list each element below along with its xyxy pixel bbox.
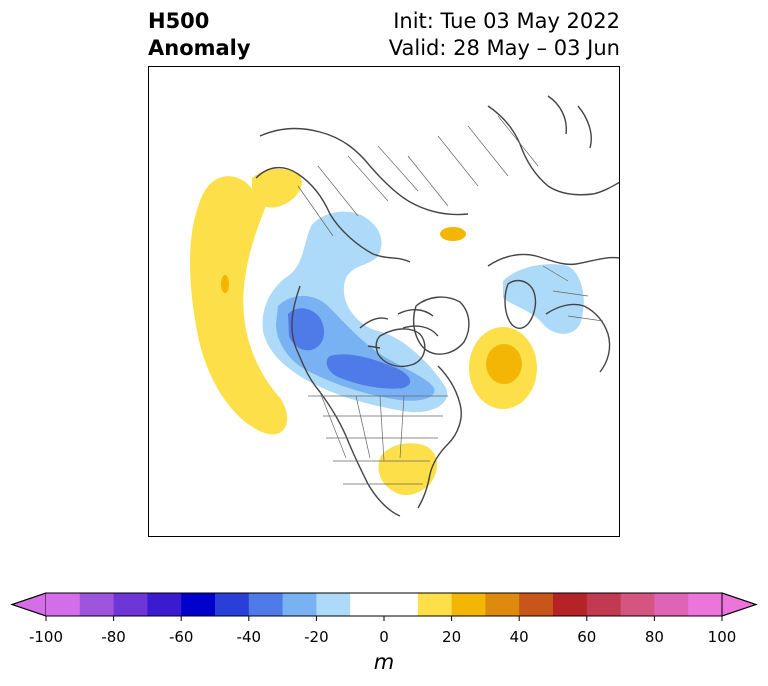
colorbar-cell xyxy=(215,593,250,616)
title-field: H500 xyxy=(148,9,210,33)
colorbar-cells xyxy=(10,592,758,617)
colorbar-cell xyxy=(553,593,588,616)
colorbar-cell xyxy=(248,593,284,616)
colorbar-tick-label: -60 xyxy=(169,628,194,646)
positive-anomaly-atlantic-core xyxy=(486,344,522,384)
colorbar-cell xyxy=(519,593,554,616)
colorbar-tick-label: -40 xyxy=(237,628,262,646)
colorbar-cell xyxy=(688,593,723,616)
coastline-arctic-islands xyxy=(359,309,439,349)
coastline-europe xyxy=(545,303,611,373)
coastlines xyxy=(255,95,620,517)
negative-anomaly-core xyxy=(288,308,325,351)
colorbar-tick-label: 20 xyxy=(442,628,461,646)
colorbar-tick-label: 100 xyxy=(708,628,737,646)
colorbar-extend-max xyxy=(721,592,758,617)
title-right: Init: Tue 03 May 2022 Valid: 28 May – 03… xyxy=(389,8,620,62)
colorbar-cell xyxy=(282,593,317,616)
colorbar-tick-label: 60 xyxy=(577,628,596,646)
coastline-east-asia xyxy=(487,105,620,196)
colorbar-cell xyxy=(46,593,81,616)
colorbar-tick-label: -100 xyxy=(29,628,63,646)
anomaly-fields xyxy=(148,168,584,496)
coastline-alaska xyxy=(255,167,411,263)
map-frame xyxy=(148,66,620,537)
colorbar-cell xyxy=(384,593,419,616)
title-variable: Anomaly xyxy=(148,36,251,60)
colorbar-tick-label: 0 xyxy=(379,628,389,646)
title-left: H500 Anomaly xyxy=(148,8,251,62)
border-asia-2 xyxy=(407,115,539,207)
colorbar-cell xyxy=(181,593,216,616)
colorbar-cell xyxy=(485,593,520,616)
colorbar-cell xyxy=(147,593,182,616)
colorbar-cell xyxy=(316,593,351,616)
colorbar-ticks: -100 -80 -60 -40 -20 0 20 40 60 80 100 xyxy=(29,616,736,646)
colorbar-cell xyxy=(586,593,622,616)
colorbar-cell xyxy=(654,593,689,616)
anomaly-map xyxy=(148,66,620,537)
coastline-greenland xyxy=(412,296,470,355)
colorbar-extend-min xyxy=(10,592,47,617)
colorbar-cell xyxy=(79,593,115,616)
coastline-eurasia xyxy=(487,253,620,267)
colorbar-tick-label: 80 xyxy=(645,628,664,646)
coastline-na-west xyxy=(291,285,401,517)
colorbar-tick-label: 40 xyxy=(510,628,529,646)
colorbar-cell xyxy=(620,593,655,616)
colorbar-cell xyxy=(451,593,486,616)
coastline-asia xyxy=(259,127,469,216)
valid-range: Valid: 28 May – 03 Jun xyxy=(388,36,620,60)
coastline-scandinavia xyxy=(504,279,537,329)
colorbar: -100 -80 -60 -40 -20 0 20 40 60 80 100 m xyxy=(10,592,758,674)
colorbar-tick-label: -80 xyxy=(101,628,126,646)
colorbar-cell xyxy=(113,593,148,616)
border-europe xyxy=(542,265,604,322)
colorbar-cell xyxy=(350,593,385,616)
colorbar-cell xyxy=(417,593,453,616)
positive-anomaly-pacific-core xyxy=(221,275,229,293)
border-us-states xyxy=(319,391,405,462)
country-borders xyxy=(297,115,604,485)
coastline-kamchatka xyxy=(547,95,592,149)
left-edge-gap xyxy=(148,280,154,320)
border-us-states-horizontal xyxy=(323,415,443,485)
border-asia-1 xyxy=(297,145,419,237)
positive-anomaly-pacific xyxy=(190,176,288,435)
init-date: Init: Tue 03 May 2022 xyxy=(393,9,620,33)
colorbar-unit-label: m xyxy=(374,650,394,674)
positive-anomaly-alaska xyxy=(252,168,302,208)
positive-anomaly-siberia xyxy=(440,227,466,241)
colorbar-tick-label: -20 xyxy=(304,628,329,646)
coastline-na-east xyxy=(417,365,462,509)
positive-anomaly-eastern-us xyxy=(378,443,438,496)
negative-anomaly-hudson xyxy=(326,354,411,389)
